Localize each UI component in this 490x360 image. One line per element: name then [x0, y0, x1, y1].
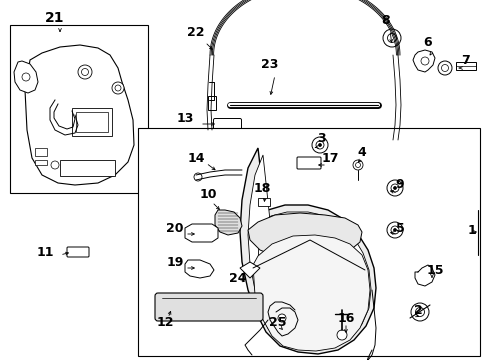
- Text: 17: 17: [321, 152, 339, 165]
- Bar: [76, 112, 108, 132]
- Polygon shape: [14, 61, 38, 93]
- Text: 3: 3: [317, 131, 325, 144]
- FancyBboxPatch shape: [214, 118, 242, 132]
- Text: 21: 21: [45, 11, 65, 25]
- Text: 1: 1: [467, 224, 476, 237]
- Circle shape: [438, 61, 452, 75]
- Text: 23: 23: [261, 58, 279, 72]
- Circle shape: [421, 57, 429, 65]
- Text: 19: 19: [166, 256, 184, 269]
- Text: 11: 11: [36, 246, 54, 258]
- Bar: [258, 198, 270, 206]
- Circle shape: [194, 173, 202, 181]
- Text: 5: 5: [395, 221, 404, 234]
- Text: 7: 7: [461, 54, 469, 67]
- Circle shape: [51, 161, 59, 169]
- Bar: [35, 160, 47, 165]
- Text: 22: 22: [187, 26, 205, 39]
- Polygon shape: [240, 262, 260, 278]
- Bar: [35, 148, 47, 156]
- Polygon shape: [413, 50, 435, 72]
- Circle shape: [393, 186, 396, 189]
- FancyBboxPatch shape: [67, 247, 89, 257]
- Circle shape: [387, 180, 403, 196]
- Circle shape: [112, 82, 124, 94]
- Circle shape: [115, 85, 121, 91]
- FancyBboxPatch shape: [155, 293, 263, 321]
- Bar: [456, 62, 476, 70]
- Text: 13: 13: [176, 112, 194, 125]
- Text: 18: 18: [253, 181, 270, 194]
- Circle shape: [383, 29, 401, 47]
- Polygon shape: [253, 235, 370, 351]
- Bar: [208, 96, 216, 110]
- Circle shape: [391, 226, 399, 234]
- Circle shape: [387, 222, 403, 238]
- Text: 6: 6: [424, 36, 432, 49]
- Circle shape: [393, 229, 396, 231]
- Bar: [60, 160, 115, 176]
- Text: 24: 24: [229, 271, 247, 284]
- Circle shape: [411, 303, 429, 321]
- Text: 8: 8: [382, 13, 391, 27]
- Text: 12: 12: [156, 315, 174, 328]
- Circle shape: [312, 137, 328, 153]
- Text: 9: 9: [396, 179, 404, 192]
- Polygon shape: [185, 224, 218, 242]
- Circle shape: [78, 65, 92, 79]
- Circle shape: [337, 330, 347, 340]
- Text: 2: 2: [414, 303, 422, 316]
- Text: 25: 25: [269, 315, 287, 328]
- Bar: [138, 128, 480, 356]
- Text: 20: 20: [166, 221, 184, 234]
- Circle shape: [353, 160, 363, 170]
- Text: 4: 4: [358, 145, 367, 158]
- Polygon shape: [185, 260, 214, 278]
- Circle shape: [22, 73, 30, 81]
- Bar: [10, 25, 148, 193]
- Circle shape: [391, 184, 399, 192]
- Circle shape: [278, 314, 286, 322]
- Polygon shape: [248, 213, 362, 262]
- Circle shape: [441, 64, 448, 72]
- Text: 15: 15: [426, 264, 444, 276]
- Polygon shape: [25, 45, 134, 185]
- Circle shape: [356, 162, 361, 167]
- Bar: [72, 108, 112, 136]
- Circle shape: [318, 144, 321, 147]
- Circle shape: [416, 307, 424, 316]
- Polygon shape: [248, 155, 371, 350]
- Text: 16: 16: [337, 311, 355, 324]
- FancyBboxPatch shape: [297, 157, 321, 169]
- Circle shape: [388, 33, 396, 42]
- Polygon shape: [215, 210, 242, 235]
- Text: 10: 10: [199, 189, 217, 202]
- Circle shape: [81, 68, 89, 76]
- Text: 14: 14: [187, 152, 205, 165]
- Polygon shape: [240, 148, 376, 354]
- Circle shape: [316, 141, 324, 149]
